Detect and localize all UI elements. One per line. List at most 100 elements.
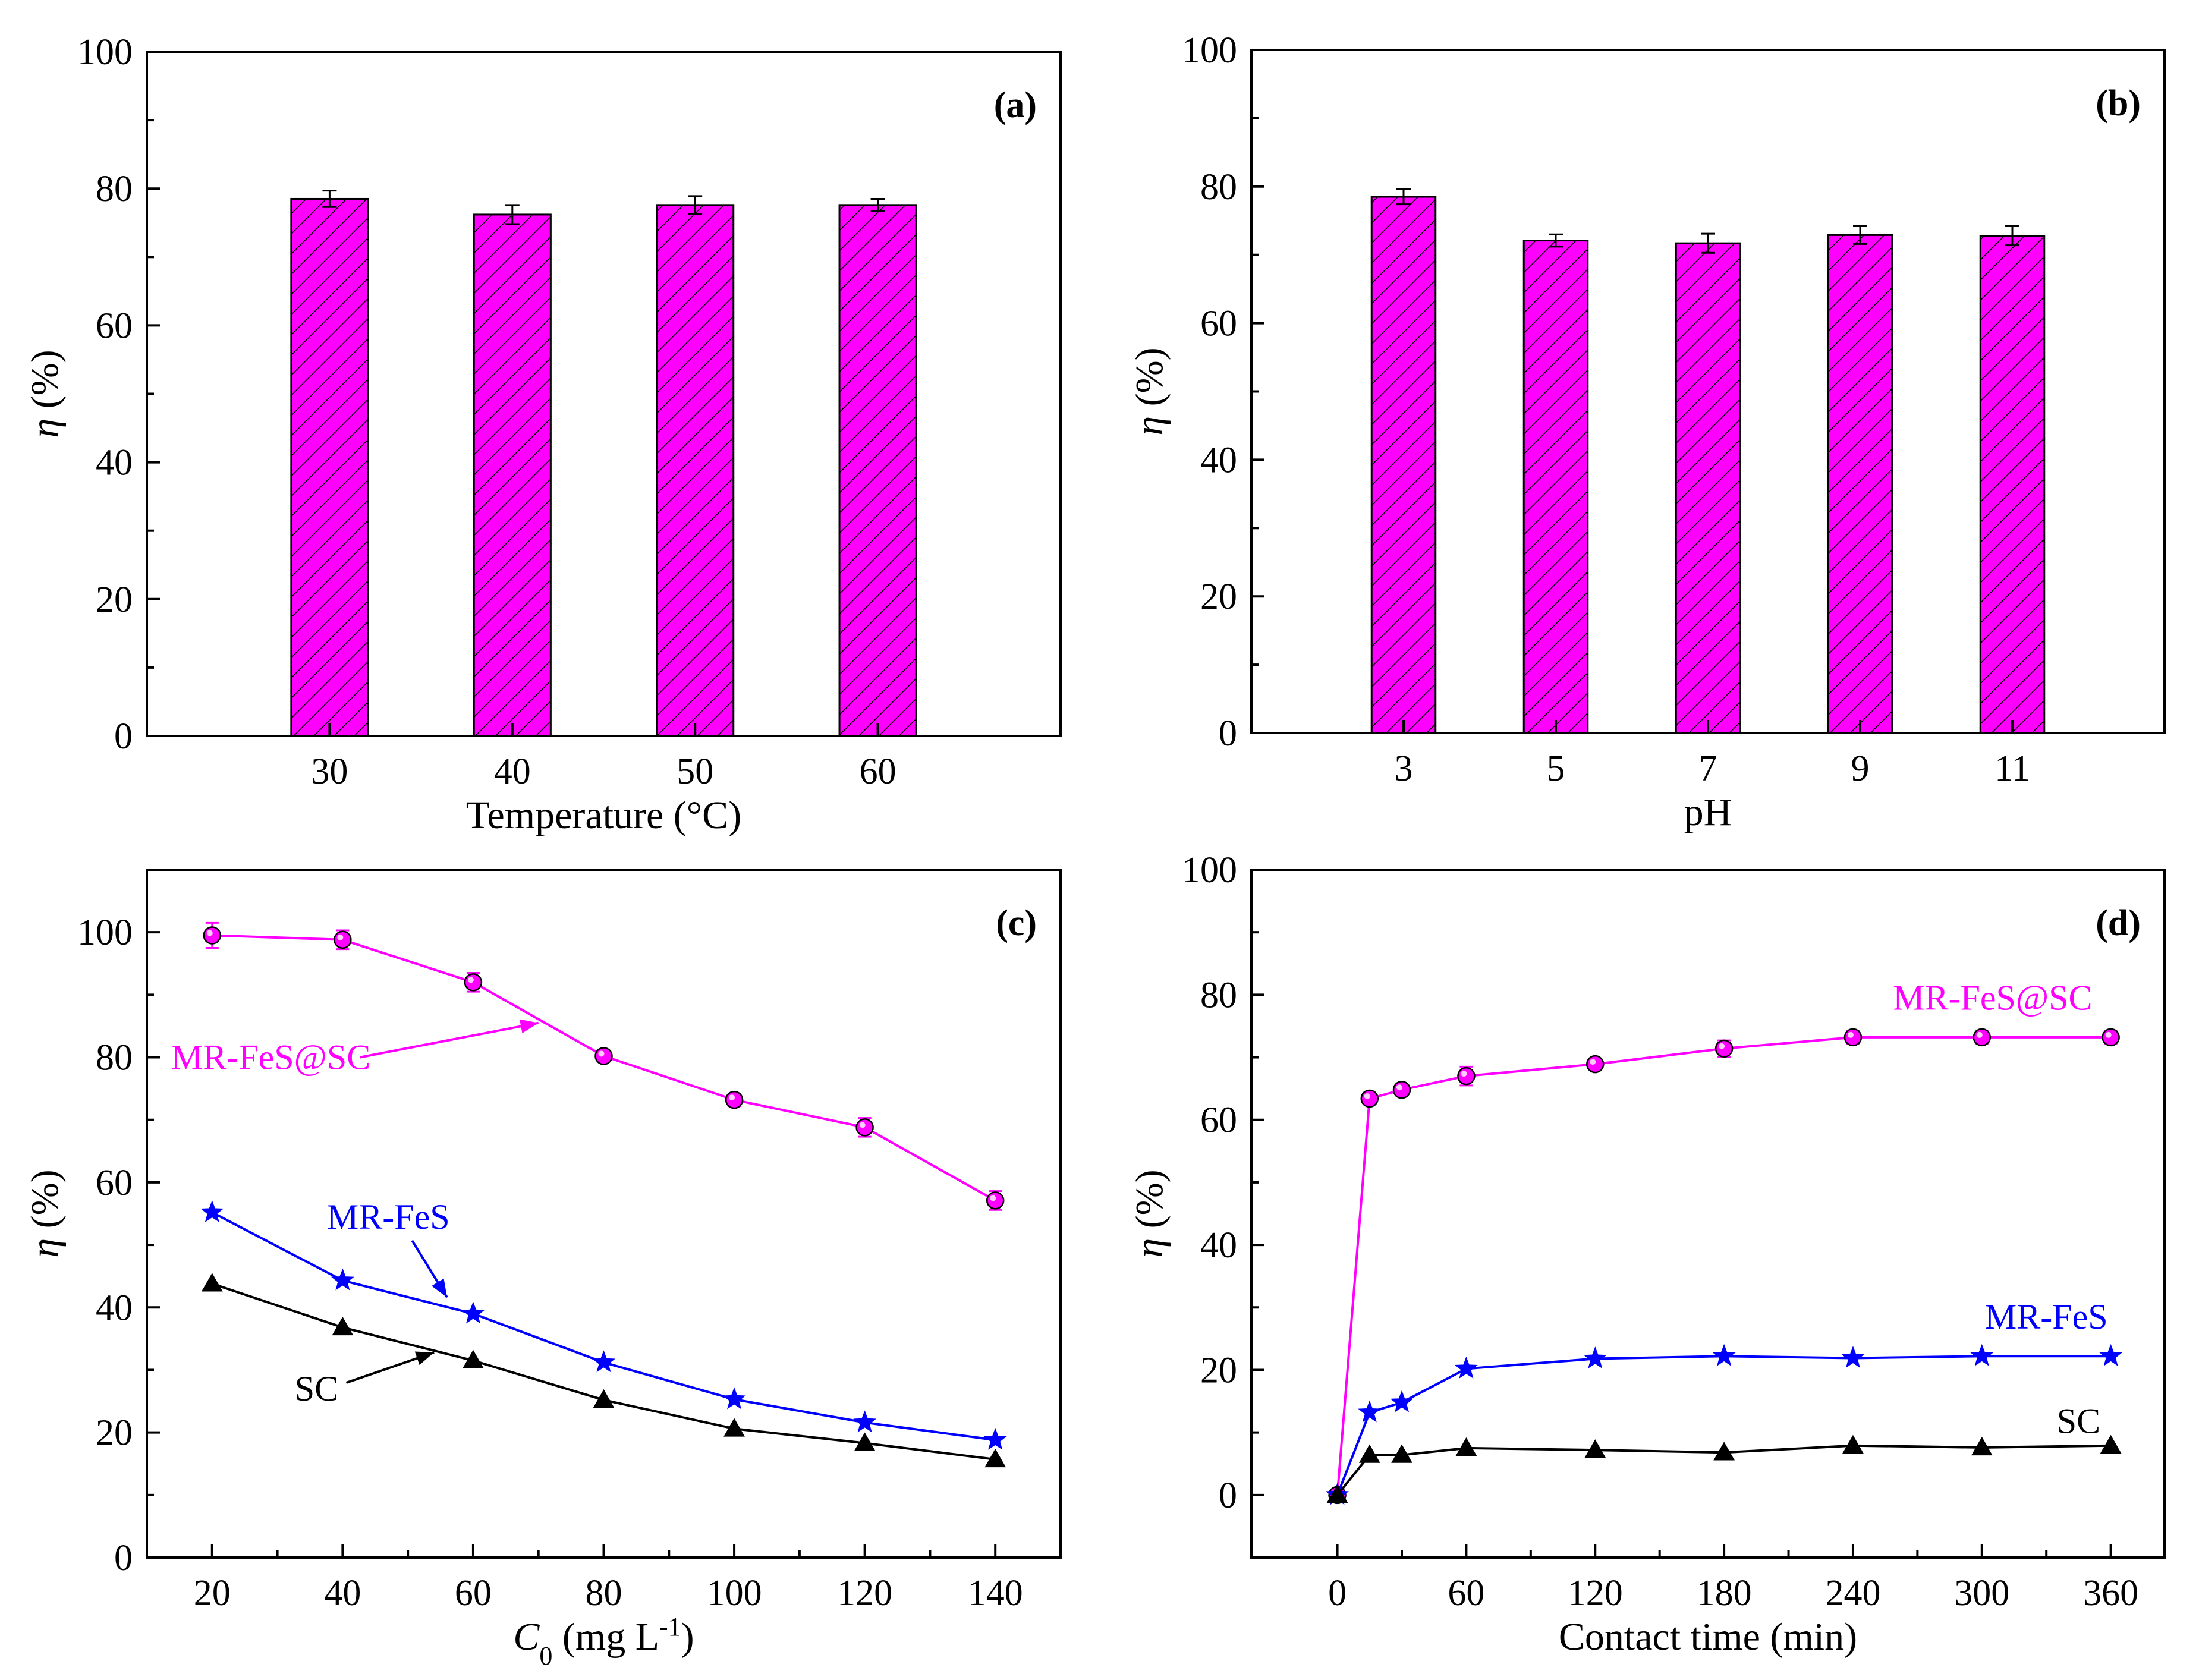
panel-b-bar-chart: 0 20 40 60 80 100 3 5 7 9 11 pH η (%) (b) <box>1128 30 2166 834</box>
panel-c-mr-fes-sc-marker-highlight <box>990 1195 996 1201</box>
panel-c-y-tick-label: 40 <box>96 1288 133 1328</box>
panel-c-x-tick-label: 140 <box>968 1573 1023 1613</box>
panel-a-x-tick-label: 60 <box>860 751 896 792</box>
panel-d-mr-fes-line <box>1336 1355 2111 1496</box>
panel-c-mr-fes-sc-marker-circle <box>594 1047 613 1065</box>
panel-d-mr-fes-sc-marker-circle <box>1586 1055 1605 1074</box>
panel-c-mr-fes-sc-annotation-arrow-head <box>519 1019 539 1034</box>
panel-d-mr-fes-sc-marker-circle <box>1843 1028 1863 1047</box>
panel-c-mr-fes-sc-annotation-label: MR-FeS@SC <box>171 1038 370 1077</box>
panel-d-mr-fes-sc-marker-circle <box>2102 1028 2120 1047</box>
panel-d-x-tick-label: 120 <box>1568 1573 1623 1613</box>
panel-b-y-tick-label: 40 <box>1200 440 1237 480</box>
panel-d-mr-fes-sc-marker-highlight <box>1719 1043 1725 1049</box>
panel-b-x-tick-label: 9 <box>1851 748 1870 789</box>
panel-d-mr-fes-sc-marker-highlight <box>1590 1059 1596 1065</box>
panel-c-sc-annotation-arrow-head <box>414 1351 435 1366</box>
panel-d-sc-marker-triangle <box>1842 1434 1864 1454</box>
panel-b-bar <box>1675 242 1741 734</box>
panel-d-sc-marker-triangle <box>1971 1436 1993 1456</box>
panel-a-y-axis-label: η (%) <box>23 350 67 438</box>
panel-c-x-tick-label: 120 <box>837 1573 892 1613</box>
panel-d-mr-fes-marker-star <box>1712 1344 1736 1366</box>
panel-d-mr-fes-sc-marker-highlight <box>1396 1084 1402 1091</box>
panel-d-mr-fes-sc-marker-circle <box>1973 1028 1992 1047</box>
panel-c-mr-fes-sc-marker-highlight <box>206 930 213 936</box>
panel-c-mr-fes-annotation-arrow-head <box>432 1278 448 1298</box>
panel-c-mr-fes-marker-star <box>200 1200 224 1222</box>
panel-c-mr-fes-sc-marker-circle <box>203 926 222 945</box>
panel-c-mr-fes-marker-star <box>331 1268 354 1291</box>
panel-b-y-tick-label: 60 <box>1200 304 1237 344</box>
panel-c-sc-marker-triangle <box>723 1418 745 1437</box>
panel-c-mr-fes-sc-marker-highlight <box>337 934 344 940</box>
panel-c-mr-fes-annotation-label: MR-FeS <box>327 1197 450 1237</box>
panel-a-y-tick-label: 0 <box>114 716 133 757</box>
panel-a-x-tick-label: 40 <box>494 751 531 792</box>
panel-c-x-tick-label: 80 <box>586 1573 622 1613</box>
panel-d-y-tick-label: 80 <box>1200 975 1237 1015</box>
panel-d-x-tick-label: 60 <box>1448 1573 1484 1613</box>
panel-c-mr-fes-sc-marker-highlight <box>467 977 474 983</box>
panel-c-sc-marker-triangle <box>984 1448 1006 1468</box>
panel-b-panel-label: (b) <box>2096 83 2141 124</box>
panel-a-x-axis-label: Temperature (°C) <box>466 794 741 837</box>
panel-a-bar <box>656 204 735 737</box>
panel-b-y-tick-label: 100 <box>1182 30 1237 71</box>
panel-c-mr-fes-marker-star <box>853 1410 877 1433</box>
panel-c-x-tick-label: 20 <box>194 1573 231 1613</box>
panel-c-mr-fes-marker-star <box>461 1301 485 1324</box>
panel-b-x-axis-label: pH <box>1684 791 1732 834</box>
panel-c-y-tick-label: 60 <box>96 1163 133 1203</box>
panel-d-sc-marker-triangle <box>1455 1437 1477 1456</box>
panel-c-mr-fes-sc-annotation-arrow-shaft <box>360 1021 539 1059</box>
panel-d-mr-fes-series-label: MR-FeS <box>1985 1297 2108 1336</box>
panel-d-x-axis-label: Contact time (min) <box>1559 1615 1857 1659</box>
panel-d-y-tick-label: 100 <box>1182 850 1237 891</box>
panel-a-bar <box>290 197 369 737</box>
panel-a-x-tick-label: 30 <box>311 751 348 792</box>
panel-d-mr-fes-sc-marker-circle <box>1457 1066 1476 1086</box>
panel-b-x-tick-label: 11 <box>1994 748 2030 789</box>
panel-d-x-tick-label: 360 <box>2083 1573 2138 1613</box>
panel-a-bar <box>473 213 552 737</box>
panel-a-plot-frame <box>146 51 1062 737</box>
panel-d-mr-fes-sc-marker-circle <box>1392 1080 1411 1099</box>
panel-d-mr-fes-sc-marker-circle <box>1360 1089 1379 1108</box>
panel-c-x-axis-label: C0 (mg L-1) <box>513 1612 694 1670</box>
panel-b-bar <box>1979 235 2046 734</box>
panel-b-plot-frame <box>1250 49 2166 734</box>
panel-c-sc-marker-triangle <box>593 1389 615 1408</box>
panel-d-mr-fes-marker-star <box>1970 1344 1994 1366</box>
panel-a-y-tick-label: 20 <box>96 580 133 620</box>
panel-c-plot-frame <box>146 869 1062 1559</box>
panel-c-line-chart: 0 20 40 60 80 100 20 40 60 80 100 120 140 η (%) (c) C0 … <box>23 869 1062 1670</box>
panel-d-line-chart: 0 20 40 60 80 100 0 60 120 180 240 300 360 η (%) (d) Co… <box>1128 850 2166 1659</box>
panel-c-mr-fes-sc-marker-circle <box>725 1090 744 1109</box>
panel-a-y-tick-label: 40 <box>96 443 133 483</box>
panel-c-mr-fes-sc-marker-circle <box>986 1191 1005 1210</box>
panel-c-x-tick-label: 100 <box>707 1573 762 1613</box>
panel-c-y-tick-label: 0 <box>114 1538 133 1578</box>
panel-d-mr-fes-sc-marker-highlight <box>1976 1031 1983 1038</box>
panel-c-mr-fes-marker-star <box>592 1350 615 1373</box>
panel-d-mr-fes-marker-star <box>1390 1390 1414 1412</box>
panel-c-mr-fes-sc-marker-highlight <box>598 1050 605 1057</box>
panel-d-mr-fes-sc-marker-highlight <box>1847 1031 1854 1038</box>
panel-c-mr-fes-sc-marker-circle <box>855 1118 874 1137</box>
panel-d-mr-fes-sc-series-label: MR-FeS@SC <box>1893 979 2092 1018</box>
panel-d-y-tick-label: 0 <box>1219 1475 1237 1516</box>
panel-c-sc-annotation-label: SC <box>295 1369 338 1408</box>
panel-a-y-tick-label: 80 <box>96 169 133 209</box>
panel-c-sc-marker-triangle <box>854 1432 876 1451</box>
panel-d-mr-fes-marker-star <box>1583 1346 1607 1369</box>
panel-b-y-tick-label: 80 <box>1200 167 1237 207</box>
panel-b-bar <box>1370 196 1437 734</box>
panel-b-x-tick-label: 3 <box>1395 748 1413 789</box>
panel-a-bar <box>838 204 917 737</box>
panel-c-mr-fes-sc-marker-circle <box>464 973 483 992</box>
panel-d-sc-marker-triangle <box>1584 1439 1606 1458</box>
panel-d-mr-fes-sc-marker-circle <box>1714 1039 1734 1058</box>
panel-d-sc-series-label: SC <box>2057 1402 2100 1441</box>
panel-b-y-axis-label: η (%) <box>1128 347 1171 435</box>
